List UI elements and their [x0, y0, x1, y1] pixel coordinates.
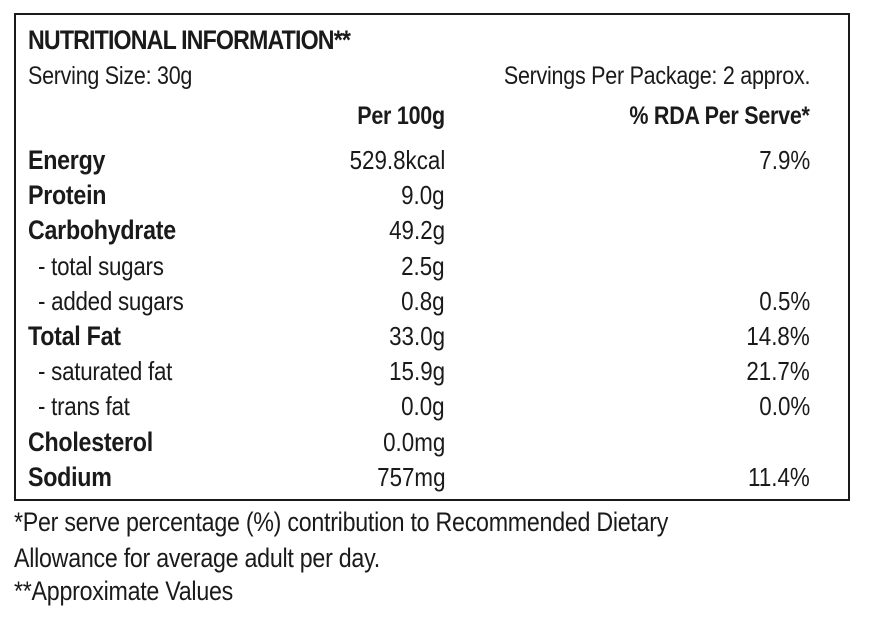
column-header-rda: % RDA Per Serve* [629, 102, 811, 130]
footnote-rda: *Per serve percentage (%) contribution t… [14, 507, 669, 537]
nutrient-per100: 33.0g [389, 320, 445, 351]
nutrient-row: Sodium 757mg 11.4% [16, 462, 848, 497]
nutrient-name: Cholesterol [28, 426, 153, 457]
nutrient-table: Energy 529.8kcal 7.9% Protein 9.0g Carbo… [16, 145, 848, 497]
nutrient-per100: 0.0g [401, 391, 445, 422]
nutrient-rda: 7.9% [759, 145, 810, 175]
nutrient-row: Cholesterol 0.0mg [16, 427, 848, 462]
nutrient-name: Total Fat [28, 320, 121, 351]
nutrient-name: Protein [28, 180, 107, 211]
nutrient-per100: 49.2g [389, 215, 445, 246]
nutrient-rda: 14.8% [746, 320, 810, 351]
nutrient-row: - added sugars 0.8g 0.5% [16, 286, 848, 321]
nutrient-row: - total sugars 2.5g [16, 251, 848, 286]
nutrition-panel: NUTRITIONAL INFORMATION** Serving Size: … [14, 13, 850, 501]
nutrient-per100: 757mg [376, 461, 445, 492]
nutrient-name: Carbohydrate [28, 215, 176, 246]
nutrient-name: - total sugars [38, 250, 164, 281]
nutrient-rda: 0.0% [759, 391, 810, 422]
nutrient-name: Sodium [28, 461, 112, 492]
nutrient-name: Energy [28, 145, 106, 175]
nutrient-row: - saturated fat 15.9g 21.7% [16, 356, 848, 391]
serving-size: Serving Size: 30g [28, 62, 193, 90]
nutrient-per100: 0.0mg [382, 426, 445, 457]
nutrient-name: - saturated fat [38, 356, 173, 387]
nutrient-per100: 9.0g [401, 180, 445, 211]
nutrient-per100: 15.9g [389, 356, 445, 387]
footnote-rda-continued: Allowance for average adult per day. [14, 543, 380, 573]
nutrient-row: Protein 9.0g [16, 180, 848, 215]
nutrient-per100: 0.8g [401, 285, 445, 316]
nutrient-per100: 529.8kcal [349, 145, 445, 175]
nutrient-per100: 2.5g [401, 250, 445, 281]
nutrient-name: - trans fat [38, 391, 130, 422]
footnote-approximate: **Approximate Values [14, 576, 233, 606]
nutrient-rda: 0.5% [759, 285, 810, 316]
nutrient-name: - added sugars [38, 285, 184, 316]
nutrient-row: - trans fat 0.0g 0.0% [16, 391, 848, 426]
nutrient-row: Carbohydrate 49.2g [16, 215, 848, 250]
column-header-per100g: Per 100g [357, 102, 445, 130]
nutrient-rda: 11.4% [748, 461, 810, 492]
nutrient-rda: 21.7% [746, 356, 810, 387]
servings-per-package: Servings Per Package: 2 approx. [503, 62, 811, 90]
panel-title: NUTRITIONAL INFORMATION** [28, 25, 351, 55]
nutrient-row: Energy 529.8kcal 7.9% [16, 145, 848, 180]
nutrient-row: Total Fat 33.0g 14.8% [16, 321, 848, 356]
